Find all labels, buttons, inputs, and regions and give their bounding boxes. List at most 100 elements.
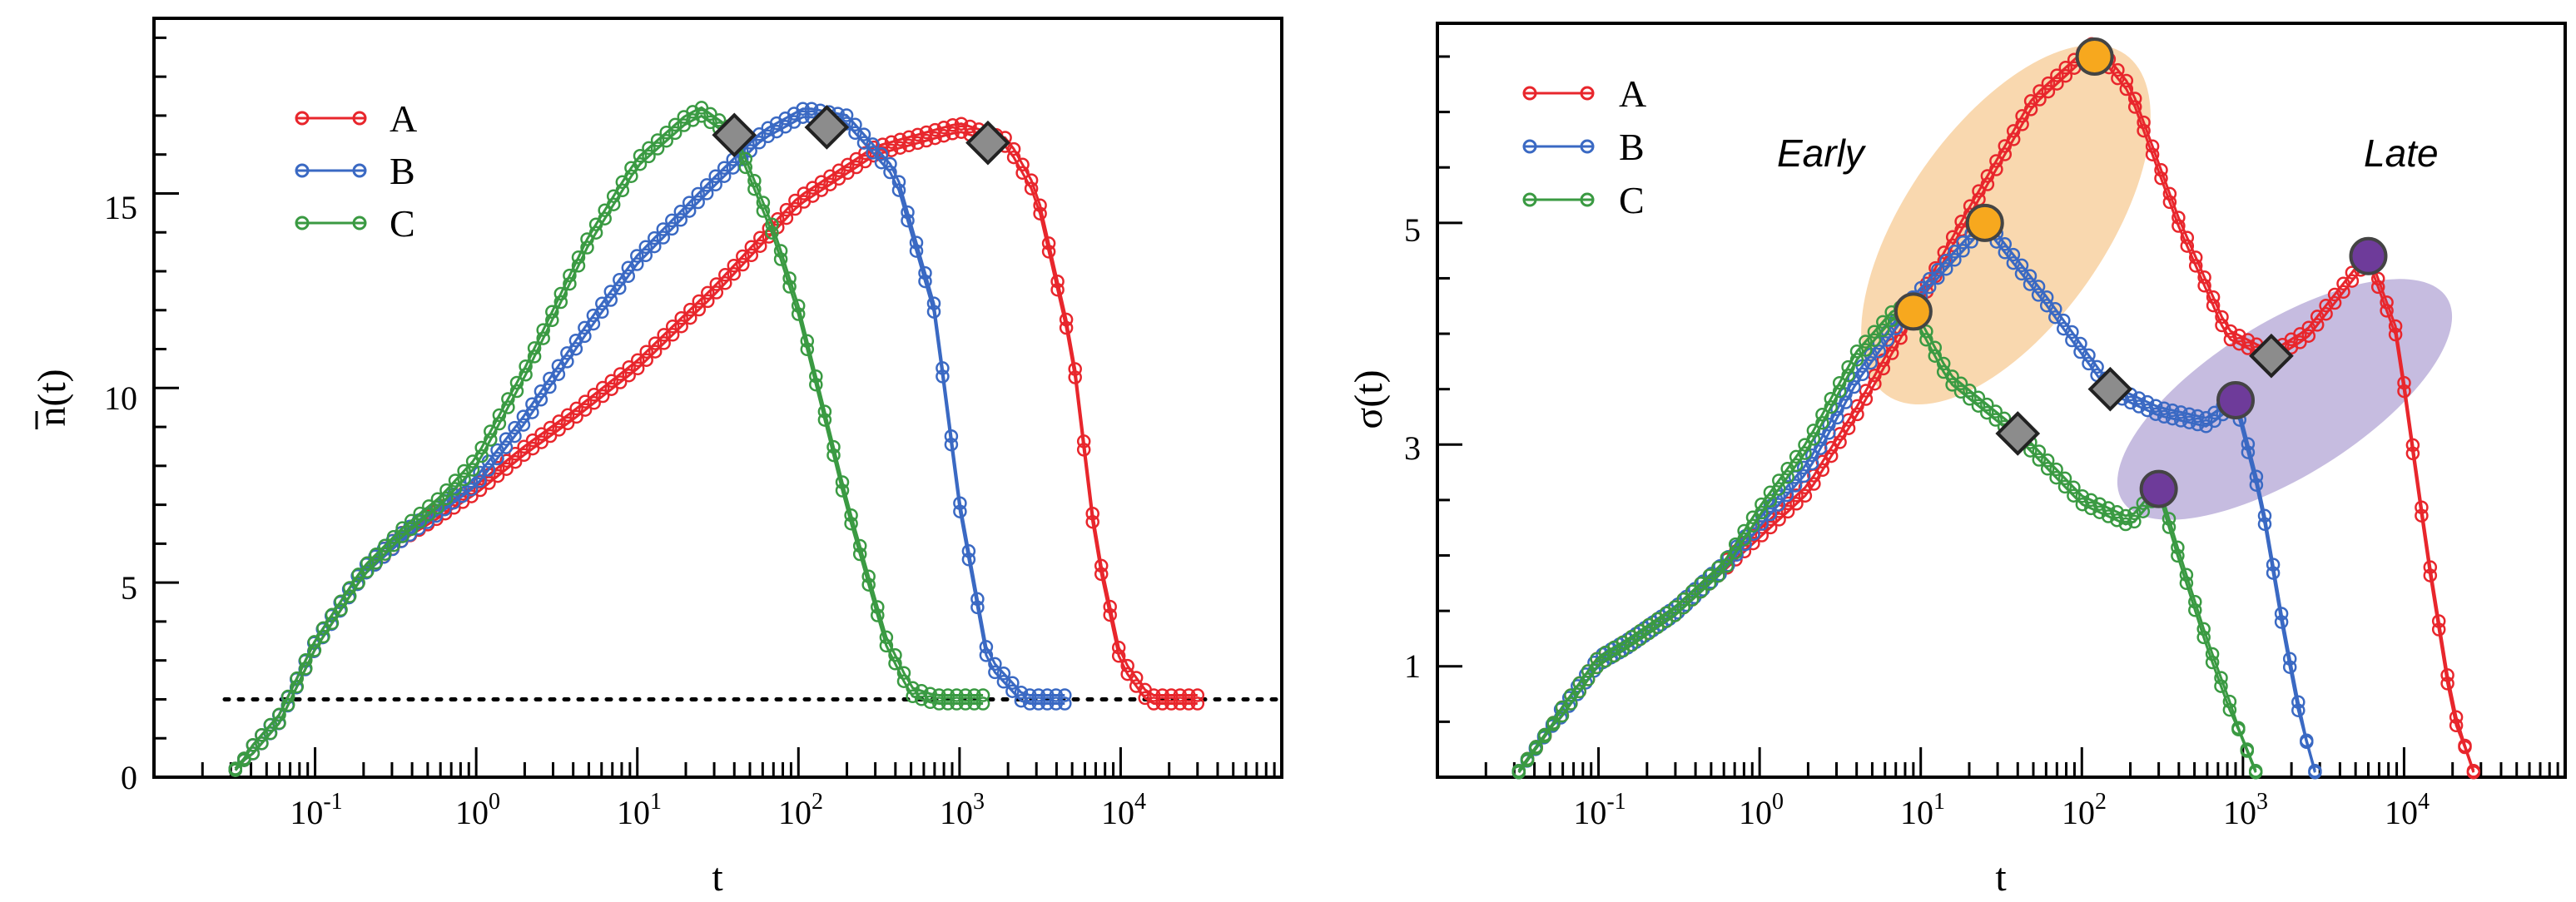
data-point (1972, 192, 1986, 206)
data-point (439, 491, 454, 506)
data-point (901, 213, 915, 228)
xtick-labels-left: 10-1 100 101 102 103 104 (290, 789, 1146, 831)
data-point (996, 667, 1011, 681)
series-line (234, 131, 1198, 771)
data-point (598, 211, 612, 226)
data-point (1572, 684, 1586, 699)
data-point (2380, 304, 2394, 318)
data-point (2336, 285, 2350, 300)
data-point (946, 118, 960, 132)
data-point (848, 117, 862, 132)
data-point (717, 161, 732, 175)
data-point (1190, 696, 1205, 711)
data-point (2050, 68, 2064, 82)
data-point (1005, 684, 1020, 698)
data-point (1049, 688, 1064, 702)
data-point (2023, 277, 2037, 291)
data-point (656, 222, 671, 236)
data-point (386, 538, 401, 553)
data-point (1763, 507, 1778, 522)
data-point (439, 483, 454, 498)
data-point (2423, 568, 2438, 582)
xtick-label: 102 (2062, 789, 2107, 831)
xtick-label: 100 (1739, 789, 1784, 831)
data-point (1763, 520, 1778, 535)
data-point (1668, 600, 1682, 614)
data-point (1867, 333, 1882, 347)
legend-marker (295, 163, 310, 178)
data-point (630, 257, 644, 271)
ytick-label: 10 (104, 379, 137, 417)
data-point (648, 239, 662, 254)
data-point (1989, 162, 2003, 176)
data-point (2310, 318, 2325, 332)
legend-marker (1522, 192, 1537, 207)
data-point (2040, 453, 2055, 468)
data-point (2162, 195, 2177, 210)
data-point (1146, 688, 1161, 702)
data-point (941, 696, 955, 711)
data-point (569, 409, 583, 424)
data-point (1849, 353, 1864, 367)
data-point (508, 446, 523, 461)
data-point (624, 169, 638, 184)
data-point (779, 202, 794, 217)
data-point (527, 349, 542, 364)
data-point (630, 249, 644, 263)
data-point (2196, 630, 2211, 645)
data-point (967, 696, 981, 711)
xtick-label: 102 (778, 789, 823, 831)
data-point (2241, 445, 2256, 459)
data-point (648, 336, 663, 350)
data-point (2157, 409, 2171, 424)
data-point (404, 522, 419, 537)
data-point (650, 141, 665, 156)
data-point (2073, 344, 2087, 359)
data-point (1971, 399, 1986, 413)
data-point (595, 380, 610, 395)
data-point (826, 448, 841, 463)
data-point (2006, 132, 2021, 146)
data-point (2293, 327, 2307, 341)
data-point (2132, 399, 2147, 414)
data-point (1780, 504, 1795, 519)
data-point (603, 293, 618, 307)
data-point (879, 638, 894, 653)
data-point (633, 148, 648, 163)
data-point (954, 125, 969, 139)
data-point (2048, 310, 2062, 325)
data-point (2154, 171, 2168, 186)
data-point (648, 230, 662, 245)
legend-marker (352, 111, 367, 126)
data-point (2033, 92, 2047, 107)
markers-right (1894, 37, 2388, 508)
data-point (988, 665, 1002, 680)
data-point (1971, 390, 1986, 404)
data-point (2111, 71, 2125, 86)
data-point (473, 473, 487, 488)
xtick-label: 103 (940, 789, 985, 831)
data-point (2345, 274, 2360, 288)
data-point (1745, 518, 1760, 533)
data-point (1702, 577, 1717, 591)
data-point (2058, 60, 2073, 75)
data-point (490, 468, 505, 483)
data-point (351, 576, 365, 590)
data-point (587, 396, 601, 410)
y-axis-title: n(t) (30, 369, 74, 429)
xtick-label: 101 (617, 789, 662, 831)
data-point (996, 675, 1011, 689)
data-point (580, 240, 594, 255)
data-point (639, 344, 653, 359)
data-point (2136, 504, 2151, 518)
data-point (2039, 298, 2054, 313)
data-point (2057, 471, 2072, 486)
xtick-label: 103 (2223, 789, 2268, 831)
data-point (1798, 446, 1812, 460)
data-point (560, 416, 575, 431)
legend-label: A (390, 97, 417, 140)
data-point (1998, 245, 2013, 260)
data-point (2174, 405, 2188, 419)
data-point (975, 688, 990, 702)
